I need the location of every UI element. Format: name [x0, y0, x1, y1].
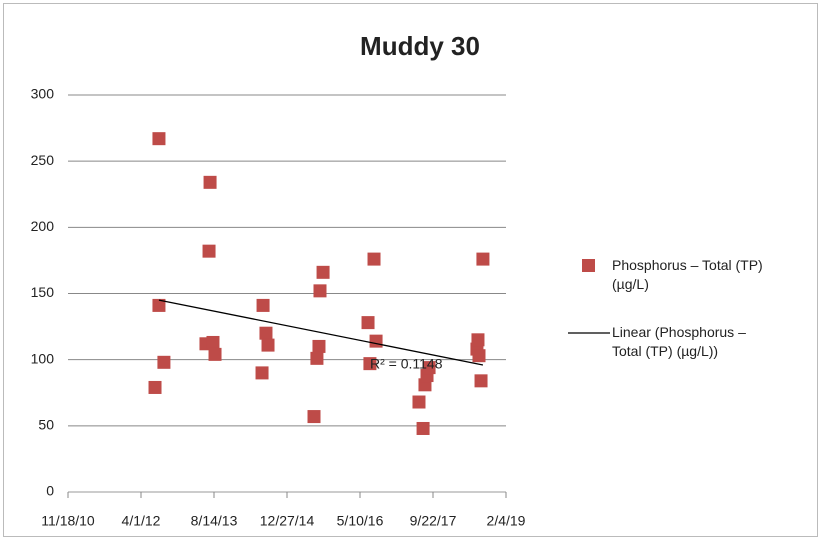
legend-marker: [582, 259, 595, 272]
data-point: [416, 421, 430, 435]
data-point: [152, 132, 166, 146]
x-tick-label: 2/4/19: [487, 513, 526, 529]
chart-border: [3, 3, 818, 537]
x-tick-label: 9/22/17: [410, 513, 457, 529]
x-tick-label: 5/10/16: [337, 513, 384, 529]
data-point: [474, 374, 488, 388]
data-point: [261, 338, 275, 352]
legend-label: Linear (Phosphorus – Total (TP) (µg/L)): [612, 324, 746, 359]
x-tick-label: 12/27/14: [260, 513, 315, 529]
x-tick-label: 8/14/13: [191, 513, 238, 529]
data-point: [476, 252, 490, 266]
data-point: [412, 395, 426, 409]
data-point: [307, 410, 321, 424]
data-point: [152, 298, 166, 312]
data-point: [363, 357, 377, 371]
data-point: [203, 175, 217, 189]
y-tick-label: 100: [31, 350, 55, 366]
data-point: [471, 333, 485, 347]
y-tick-label: 200: [31, 218, 55, 234]
y-tick-label: 300: [31, 86, 55, 102]
y-tick-label: 150: [31, 284, 55, 300]
x-tick-label: 11/18/10: [41, 513, 95, 529]
data-point: [316, 265, 330, 279]
legend-label: Phosphorus – Total (TP) (µg/L): [612, 257, 763, 292]
data-point: [367, 252, 381, 266]
annotation: R² = 0.1148: [370, 356, 443, 372]
data-point: [369, 334, 383, 348]
x-tick-label: 4/1/12: [122, 513, 161, 529]
y-tick-label: 0: [46, 483, 54, 499]
data-point: [255, 366, 269, 380]
data-point: [361, 316, 375, 330]
data-point: [310, 351, 324, 365]
y-tick-label: 250: [31, 152, 55, 168]
data-point: [472, 349, 486, 363]
data-point: [422, 361, 436, 375]
data-point: [313, 284, 327, 298]
data-point: [202, 244, 216, 258]
data-point: [259, 326, 273, 340]
data-point: [148, 380, 162, 394]
data-point: [256, 298, 270, 312]
chart-title: Muddy 30: [360, 31, 480, 61]
data-point: [206, 335, 220, 349]
data-point: [208, 347, 222, 361]
data-point: [157, 355, 171, 369]
y-tick-label: 50: [38, 417, 54, 433]
data-point: [312, 339, 326, 353]
trendline: [158, 299, 484, 366]
